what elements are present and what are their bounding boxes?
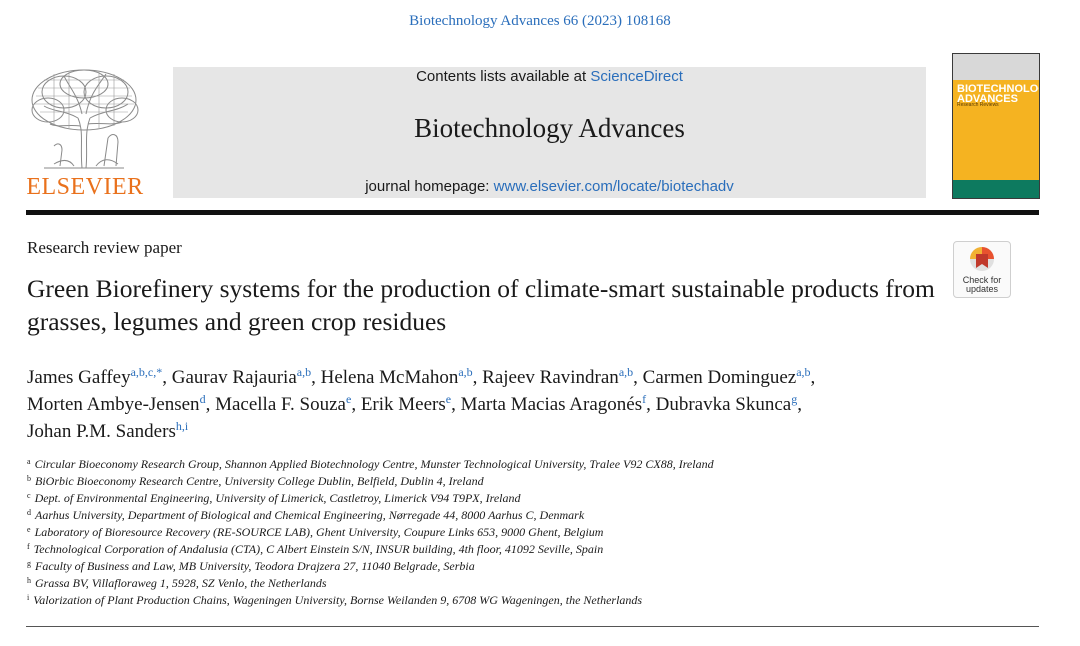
- affiliation-key: b: [27, 474, 31, 483]
- author-name: Rajeev Ravindran: [482, 367, 619, 388]
- cover-title-line2: ADVANCES: [957, 93, 1018, 105]
- affiliation-list: a Circular Bioeconomy Research Group, Sha…: [27, 456, 1027, 609]
- author[interactable]: Rajeev Ravindrana,b: [482, 365, 634, 388]
- affiliation-text: Aarhus University, Department of Biologi…: [35, 508, 585, 522]
- author-affiliation-link[interactable]: h,i: [175, 419, 189, 433]
- author-affiliation-link[interactable]: f: [642, 392, 647, 406]
- author[interactable]: Dubravka Skuncag: [655, 392, 798, 415]
- affiliation-key: h: [27, 576, 31, 585]
- author-affiliation-link[interactable]: d: [199, 392, 206, 406]
- affiliation-item: d Aarhus University, Department of Biolog…: [27, 507, 1027, 524]
- author[interactable]: Johan P.M. Sandersh,i: [27, 419, 189, 442]
- affiliation-key: g: [27, 559, 31, 568]
- journal-title: Biotechnology Advances: [414, 113, 685, 143]
- affiliation-item: a Circular Bioeconomy Research Group, Sha…: [27, 456, 1027, 473]
- check-for-updates-button[interactable]: Check for updates: [953, 241, 1011, 298]
- affiliation-key: a: [27, 457, 31, 466]
- sciencedirect-link[interactable]: ScienceDirect: [590, 68, 683, 85]
- author-name: Carmen Dominguez: [642, 367, 797, 388]
- author-name: James Gaffey: [27, 367, 131, 388]
- elsevier-logo[interactable]: ELSEVIER: [24, 66, 146, 200]
- journal-citation[interactable]: Biotechnology Advances 66 (2023) 108168: [409, 13, 671, 29]
- cover-title: BIOTECHNOLOGY ADVANCES: [957, 83, 1039, 105]
- author-name: Gaurav Rajauria: [171, 367, 297, 388]
- affiliation-item: i Valorization of Plant Production Chains…: [27, 592, 1027, 609]
- author-affiliation-link[interactable]: a,b: [618, 365, 634, 379]
- author-list: James Gaffeya,b,c,*, Gaurav Rajauriaa,b,…: [27, 365, 816, 442]
- affiliation-text: Dept. of Environmental Engineering, Univ…: [34, 491, 521, 505]
- homepage-prefix: journal homepage:: [365, 178, 494, 195]
- contents-line: Contents lists available at ScienceDirec…: [173, 68, 926, 85]
- journal-homepage-link[interactable]: www.elsevier.com/locate/biotechadv: [493, 178, 734, 195]
- cover-footer-strip: [953, 180, 1039, 198]
- crossmark-icon: [970, 247, 994, 271]
- affiliation-text: Circular Bioeconomy Research Group, Shan…: [34, 457, 714, 471]
- author-affiliation-link[interactable]: g: [791, 392, 798, 406]
- author[interactable]: Macella F. Souzae: [215, 392, 352, 415]
- author-affiliation-link[interactable]: e: [345, 392, 352, 406]
- author-name: Morten Ambye-Jensen: [27, 394, 200, 415]
- section-divider: [26, 626, 1039, 627]
- check-for-updates-label: Check for updates: [954, 276, 1010, 294]
- affiliation-text: Faculty of Business and Law, MB Universi…: [35, 559, 475, 573]
- author-name: Johan P.M. Sanders: [27, 421, 176, 442]
- author-affiliation-link[interactable]: e: [445, 392, 452, 406]
- author[interactable]: Carmen Domingueza,b: [642, 365, 811, 388]
- check-for-updates-line1: Check for: [962, 275, 1002, 285]
- affiliation-item: g Faculty of Business and Law, MB Univers…: [27, 558, 1027, 575]
- contents-prefix: Contents lists available at: [416, 68, 591, 85]
- affiliation-item: e Laboratory of Bioresource Recovery (RE-…: [27, 524, 1027, 541]
- affiliation-key: c: [27, 491, 31, 500]
- affiliation-text: Laboratory of Bioresource Recovery (RE-S…: [34, 525, 604, 539]
- cover-subtitle: Research Reviews: [957, 102, 999, 108]
- cover-title-line1: BIOTECHNOLOGY: [957, 83, 1039, 95]
- author-name: Macella F. Souza: [215, 394, 346, 415]
- affiliation-item: h Grassa BV, Villafloraweg 1, 5928, SZ Ve…: [27, 575, 1027, 592]
- author[interactable]: Erik Meerse: [360, 392, 452, 415]
- elsevier-tree-icon: [31, 69, 139, 169]
- affiliation-key: f: [27, 542, 30, 551]
- author-affiliation-link[interactable]: a,b: [296, 365, 312, 379]
- author[interactable]: Helena McMahona,b: [320, 365, 473, 388]
- author[interactable]: Gaurav Rajauriaa,b: [171, 365, 312, 388]
- affiliation-key: d: [27, 508, 31, 517]
- affiliation-key: e: [27, 525, 31, 534]
- affiliation-text: BiOrbic Bioeconomy Research Centre, Univ…: [35, 474, 484, 488]
- affiliation-text: Technological Corporation of Andalusia (…: [33, 542, 604, 556]
- author-affiliation-link[interactable]: a,b: [796, 365, 811, 379]
- author-name: Marta Macias Aragonés: [460, 394, 643, 415]
- author-affiliation-link[interactable]: a,b,c,*: [130, 365, 163, 379]
- article-type: Research review paper: [27, 238, 182, 257]
- author[interactable]: Marta Macias Aragonésf: [460, 392, 647, 415]
- check-for-updates-line2: updates: [965, 284, 999, 294]
- author[interactable]: James Gaffeya,b,c,*: [27, 365, 163, 388]
- author-name: Erik Meers: [360, 394, 446, 415]
- affiliation-key: i: [27, 593, 30, 602]
- affiliation-text: Valorization of Plant Production Chains,…: [33, 593, 643, 607]
- author-name: Dubravka Skunca: [655, 394, 792, 415]
- affiliation-text: Grassa BV, Villafloraweg 1, 5928, SZ Ven…: [35, 576, 327, 590]
- header-divider: [26, 210, 1039, 215]
- homepage-line: journal homepage: www.elsevier.com/locat…: [173, 178, 926, 195]
- cover-header-strip: [953, 54, 1039, 80]
- affiliation-item: f Technological Corporation of Andalusia …: [27, 541, 1027, 558]
- elsevier-wordmark: ELSEVIER: [26, 174, 144, 200]
- affiliation-item: b BiOrbic Bioeconomy Research Centre, Uni…: [27, 473, 1027, 490]
- affiliation-item: c Dept. of Environmental Engineering, Uni…: [27, 490, 1027, 507]
- author-affiliation-link[interactable]: a,b: [458, 365, 473, 379]
- author-name: Helena McMahon: [320, 367, 459, 388]
- journal-cover-thumbnail[interactable]: BIOTECHNOLOGY ADVANCES Research Reviews: [952, 53, 1040, 199]
- journal-banner: Contents lists available at ScienceDirec…: [173, 67, 926, 198]
- article-title: Green Biorefinery systems for the produc…: [27, 274, 935, 336]
- author[interactable]: Morten Ambye-Jensend: [27, 392, 206, 415]
